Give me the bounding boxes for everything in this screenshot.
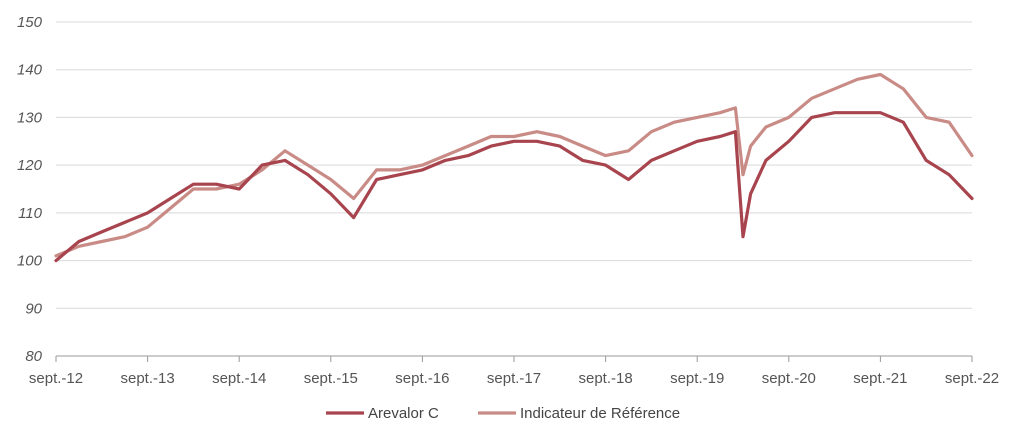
x-tick-label: sept.-22 xyxy=(945,370,999,387)
series-line-arevalor-c xyxy=(54,111,974,263)
x-tick-label: sept.-14 xyxy=(212,370,266,387)
x-tick-label: sept.-21 xyxy=(853,370,907,387)
y-tick-label: 150 xyxy=(17,14,43,31)
y-axis-ticks: 80 90 100 110 120 130 140 150 xyxy=(17,14,43,365)
legend-label-arevalor-c: Arevalor C xyxy=(368,405,439,422)
x-tick-label: sept.-20 xyxy=(762,370,816,387)
y-tick-label: 100 xyxy=(17,253,43,270)
series-line-indicateur-de-reference xyxy=(54,72,974,258)
legend-label-indicateur: Indicateur de Référence xyxy=(520,405,680,422)
x-tick-label: sept.-13 xyxy=(120,370,174,387)
x-tick-label: sept.-12 xyxy=(29,370,83,387)
x-tick-label: sept.-15 xyxy=(304,370,358,387)
y-tick-label: 110 xyxy=(18,205,43,222)
gridlines xyxy=(56,21,972,357)
y-tick-label: 90 xyxy=(25,300,42,317)
legend: Arevalor C Indicateur de Référence xyxy=(326,405,680,422)
y-tick-label: 120 xyxy=(17,157,43,174)
x-tick-label: sept.-19 xyxy=(670,370,724,387)
series-lines xyxy=(54,72,974,263)
x-axis: sept.-12 sept.-13 sept.-14 sept.-15 sept.-16… xyxy=(29,355,999,387)
y-tick-label: 80 xyxy=(25,348,42,365)
y-tick-label: 140 xyxy=(17,62,43,79)
y-tick-label: 130 xyxy=(17,109,43,126)
x-tick-label: sept.-18 xyxy=(578,370,632,387)
x-tick-label: sept.-16 xyxy=(395,370,449,387)
x-tick-label: sept.-17 xyxy=(487,370,541,387)
